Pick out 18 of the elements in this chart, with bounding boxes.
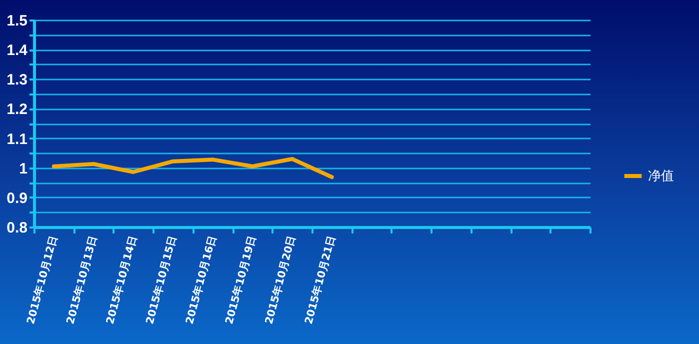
y-tick-label: 1.2 [6,101,28,118]
y-tick-label: 1.3 [6,72,28,89]
x-tick-label: 2015年10月20日 [262,234,298,326]
legend-label: 净值 [648,169,674,184]
x-tick-label: 2015年10月19日 [222,234,259,326]
y-tick-label: 1.4 [6,42,28,60]
x-tick-label: 2015年10月16日 [182,234,220,326]
x-tick-label: 2015年10月13日 [64,234,100,326]
x-tick-label: 2015年10月15日 [143,234,180,326]
line-series [52,156,334,180]
y-tick-label: 1 [19,160,28,178]
x-tick-label: 2015年10月21日 [302,234,338,326]
y-tick-label: 1.5 [6,12,28,30]
x-tick-label: 2015年10月14日 [103,234,140,326]
y-tick-label: 0.8 [6,220,28,236]
y-tick-label: 1.1 [6,130,28,148]
y-tick-label: 0.9 [6,190,28,207]
x-tick-label: 2015年10月12日 [24,234,60,326]
